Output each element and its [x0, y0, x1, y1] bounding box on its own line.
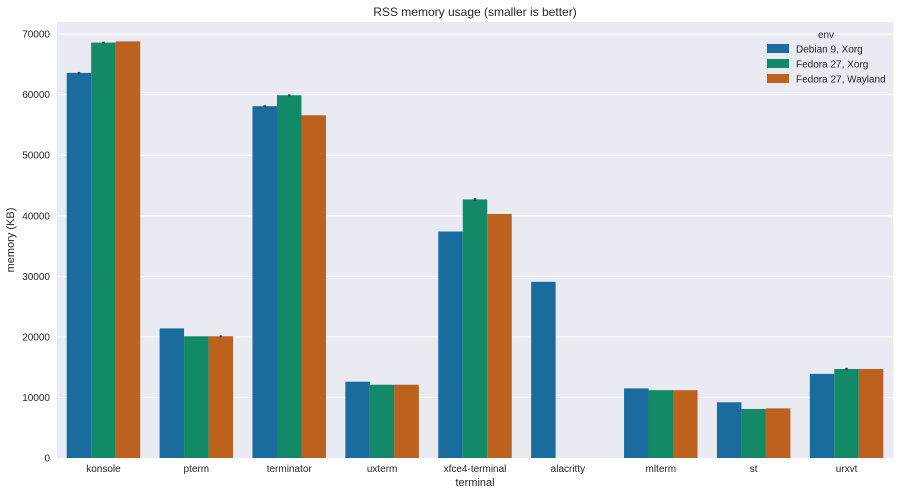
bar-terminator-2 [276, 95, 302, 459]
chart-title: RSS memory usage (smaller is better) [373, 5, 576, 19]
x-tick-label: xfce4-terminal [444, 464, 507, 475]
y-tick-label: 50000 [22, 151, 50, 162]
legend: env Debian 9, Xorg Fedora 27, Xorg Fedora … [767, 30, 886, 86]
legend-entry: Debian 9, Xorg [796, 45, 863, 56]
bar-konsole-3 [115, 41, 141, 458]
bar-uxterm-3 [394, 384, 419, 458]
y-tick-label: 30000 [22, 272, 50, 283]
bar-urxvt-3 [858, 368, 884, 458]
bar-st-3 [765, 408, 791, 458]
bar-st-1 [716, 402, 742, 458]
error-bars [77, 41, 848, 371]
legend-swatch [767, 44, 789, 53]
y-tick-label: 70000 [22, 30, 50, 41]
bar-pterm-3 [208, 336, 234, 458]
y-tick-label: 10000 [22, 393, 50, 404]
bar-mlterm-1 [624, 388, 649, 458]
legend-swatch [767, 74, 789, 83]
bar-mlterm-2 [648, 390, 674, 458]
bar-urxvt-2 [834, 368, 859, 458]
bar-xfce4-terminal-2 [462, 199, 488, 458]
x-tick-label: mlterm [645, 464, 676, 475]
bar-mlterm-3 [673, 390, 698, 458]
bar-terminator-1 [252, 106, 277, 458]
y-axis-label: memory (KB) [5, 208, 17, 273]
bar-st-2 [741, 408, 766, 458]
x-axis-label: terminal [455, 477, 494, 489]
y-tick-label: 20000 [22, 332, 50, 343]
bar-konsole-2 [91, 42, 116, 458]
bar-pterm-2 [184, 336, 209, 458]
y-tick-label: 60000 [22, 90, 50, 101]
bar-urxvt-1 [809, 373, 835, 458]
y-tick-label: 0 [44, 454, 50, 465]
legend-entry: Fedora 27, Wayland [796, 75, 886, 86]
bar-pterm-1 [159, 328, 185, 458]
x-tick-label: terminator [267, 464, 313, 475]
bar-uxterm-2 [369, 384, 395, 458]
legend-title: env [818, 30, 834, 41]
x-tick-label: pterm [184, 464, 210, 475]
y-axis-ticks: 0 10000 20000 30000 40000 50000 60000 70000 [22, 30, 50, 465]
bar-xfce4-terminal-1 [438, 231, 463, 458]
bar-terminator-3 [301, 115, 326, 458]
legend-swatch [767, 59, 789, 68]
bar-xfce4-terminal-3 [487, 213, 512, 458]
bars [66, 41, 884, 459]
legend-entry: Fedora 27, Xorg [796, 60, 868, 71]
x-tick-label: urxvt [836, 464, 858, 475]
bar-alacritty-1 [531, 281, 556, 458]
x-tick-label: st [750, 464, 758, 475]
x-axis-ticks: konsole pterm terminator uxterm xfce4-termin… [86, 464, 857, 475]
x-tick-label: konsole [86, 464, 121, 475]
x-tick-label: alacritty [551, 464, 585, 475]
bar-uxterm-1 [345, 381, 370, 458]
y-tick-label: 40000 [22, 211, 50, 222]
bar-konsole-1 [66, 72, 92, 458]
x-tick-label: uxterm [367, 464, 398, 475]
